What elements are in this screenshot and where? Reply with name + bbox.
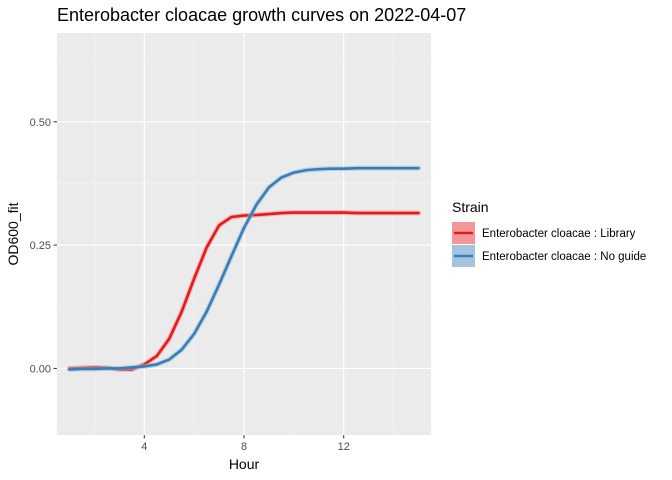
y-tick-label: 0.00 [30,363,51,375]
x-axis-title: Hour [229,456,260,472]
y-tick-label: 0.50 [30,117,51,129]
series-line-1 [68,166,420,371]
legend-label: Enterobacter cloacae : No guide [482,251,646,263]
series-layer [66,165,422,372]
x-axis: 4 8 12 [141,435,350,453]
legend-item-1: Enterobacter cloacae : No guide [452,245,646,267]
legend-label: Enterobacter cloacae : Library [482,228,636,240]
legend-items: Enterobacter cloacae : Library Enterobact… [452,222,646,267]
chart-title: Enterobacter cloacae growth curves on 20… [57,5,466,25]
major-gridlines [57,33,431,435]
y-axis: 0.00 0.25 0.50 [30,117,57,375]
x-tick-label: 4 [141,441,147,453]
x-tick-label: 12 [338,441,350,453]
plot-panel [57,33,431,435]
x-tick-label: 8 [241,441,247,453]
legend-item-0: Enterobacter cloacae : Library [452,222,636,244]
legend-title: Strain [452,199,489,215]
y-tick-label: 0.25 [30,240,51,252]
legend: Strain Enterobacter cloacae : LibraryEnt… [452,199,646,267]
y-axis-title: OD600_fit [5,202,21,265]
